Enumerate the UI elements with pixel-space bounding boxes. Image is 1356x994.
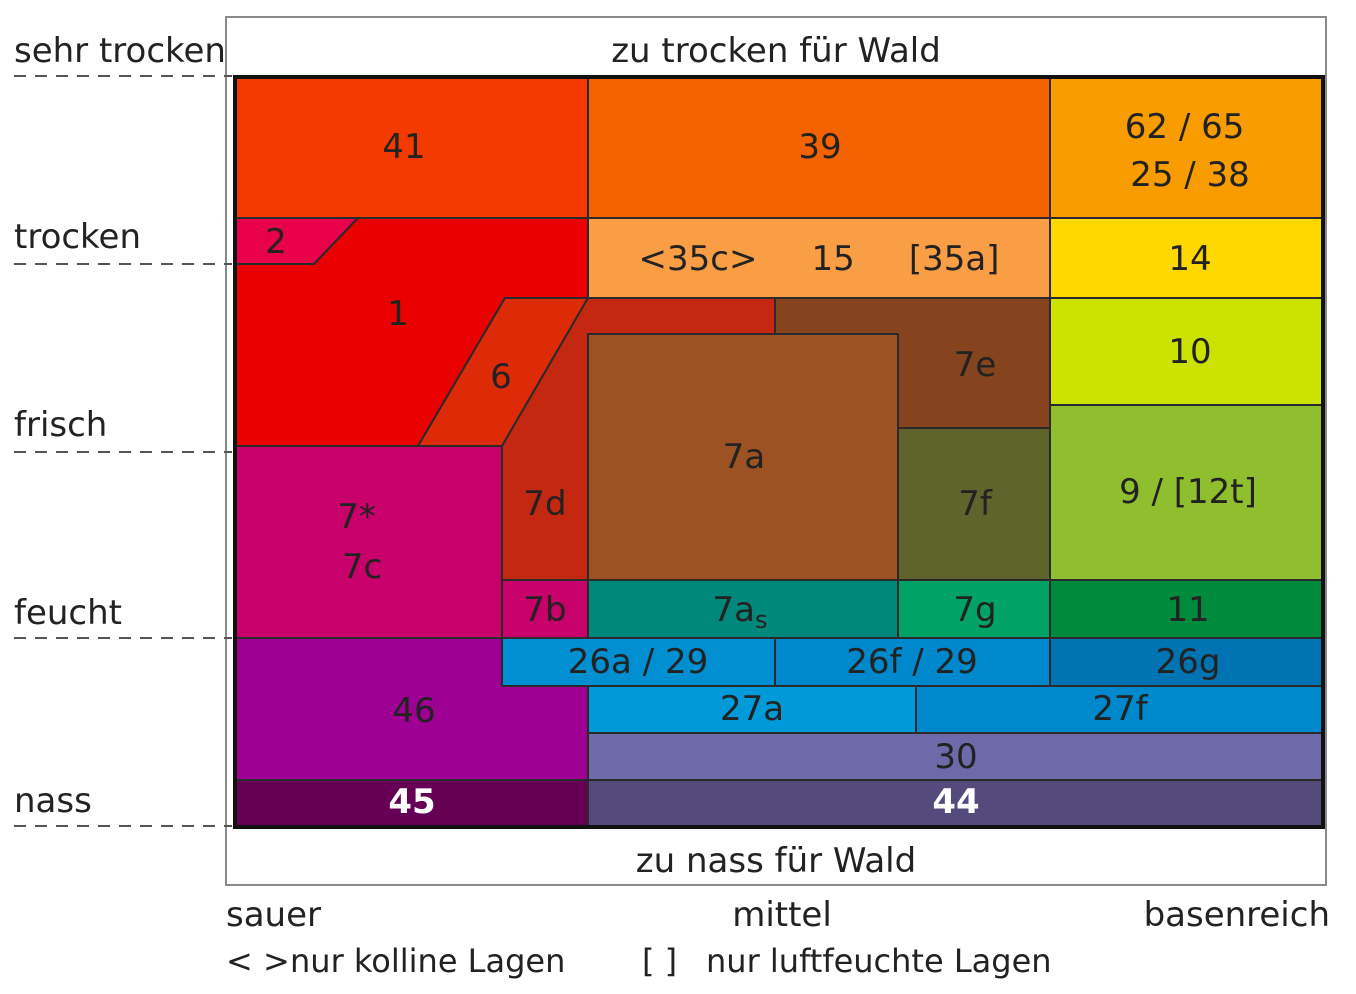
zone-label-26a-29: 26a / 29	[568, 642, 708, 682]
zone-label-7a: 7a	[723, 437, 765, 477]
zone-label-6: 6	[490, 357, 512, 397]
acidity-label-mittel: mittel	[732, 895, 832, 935]
moisture-label-sehr-trocken: sehr trocken	[14, 31, 226, 71]
zone-label-27a: 27a	[720, 689, 784, 729]
zone-label-7star-7c: 7* 7c	[337, 497, 386, 587]
acidity-label-sauer: sauer	[226, 895, 321, 935]
zone-label-7g: 7g	[953, 590, 996, 630]
zone-label-7d: 7d	[523, 484, 566, 524]
zone-62-65-25-38	[1049, 77, 1323, 219]
inner-frame	[233, 75, 1325, 829]
zone-label-39: 39	[798, 127, 841, 167]
zone-label-10: 10	[1168, 332, 1211, 372]
zone-label-45: 45	[388, 782, 435, 822]
zone-label-7e: 7e	[954, 345, 997, 385]
zone-label-30: 30	[934, 737, 977, 777]
zone-label-44: 44	[932, 782, 979, 822]
too-wet-note: zu nass für Wald	[636, 841, 916, 881]
acidity-label-basenreich: basenreich	[1144, 895, 1330, 935]
legend-square-text: nur luftfeuchte Lagen	[706, 942, 1052, 980]
zone-label-1: 1	[387, 294, 409, 334]
moisture-label-trocken: trocken	[14, 217, 141, 257]
zone-label-9-12t: 9 / [12t]	[1119, 472, 1257, 512]
zone-label-27f: 27f	[1092, 689, 1148, 729]
zone-label-7as: 7as	[713, 590, 768, 635]
legend-square-symbol: [ ]	[642, 942, 677, 980]
zone-label-11: 11	[1166, 590, 1209, 630]
zone-label-46: 46	[392, 691, 435, 731]
moisture-label-frisch: frisch	[14, 405, 107, 445]
zone-label-7b: 7b	[523, 590, 566, 630]
moisture-label-feucht: feucht	[14, 593, 122, 633]
zone-label-14: 14	[1168, 239, 1211, 279]
zone-label-2: 2	[265, 222, 287, 262]
legend-angle-symbol: < >	[226, 942, 290, 980]
legend-angle-text: nur kolline Lagen	[290, 942, 565, 980]
zone-label-41: 41	[382, 127, 425, 167]
zone-label-26g: 26g	[1156, 642, 1221, 682]
zone-label-35c-15-35a: <35c> 15 [35a]	[639, 239, 1000, 279]
too-dry-note: zu trocken für Wald	[611, 31, 941, 71]
zone-7star-7c	[235, 445, 503, 639]
zone-label-62-65-25-38: 62 / 65 25 / 38	[1125, 107, 1255, 195]
moisture-label-nass: nass	[14, 781, 92, 821]
zone-label-7f: 7f	[958, 484, 993, 524]
moisture-dashed-lines	[14, 75, 232, 827]
zone-label-26f-29: 26f / 29	[846, 642, 978, 682]
